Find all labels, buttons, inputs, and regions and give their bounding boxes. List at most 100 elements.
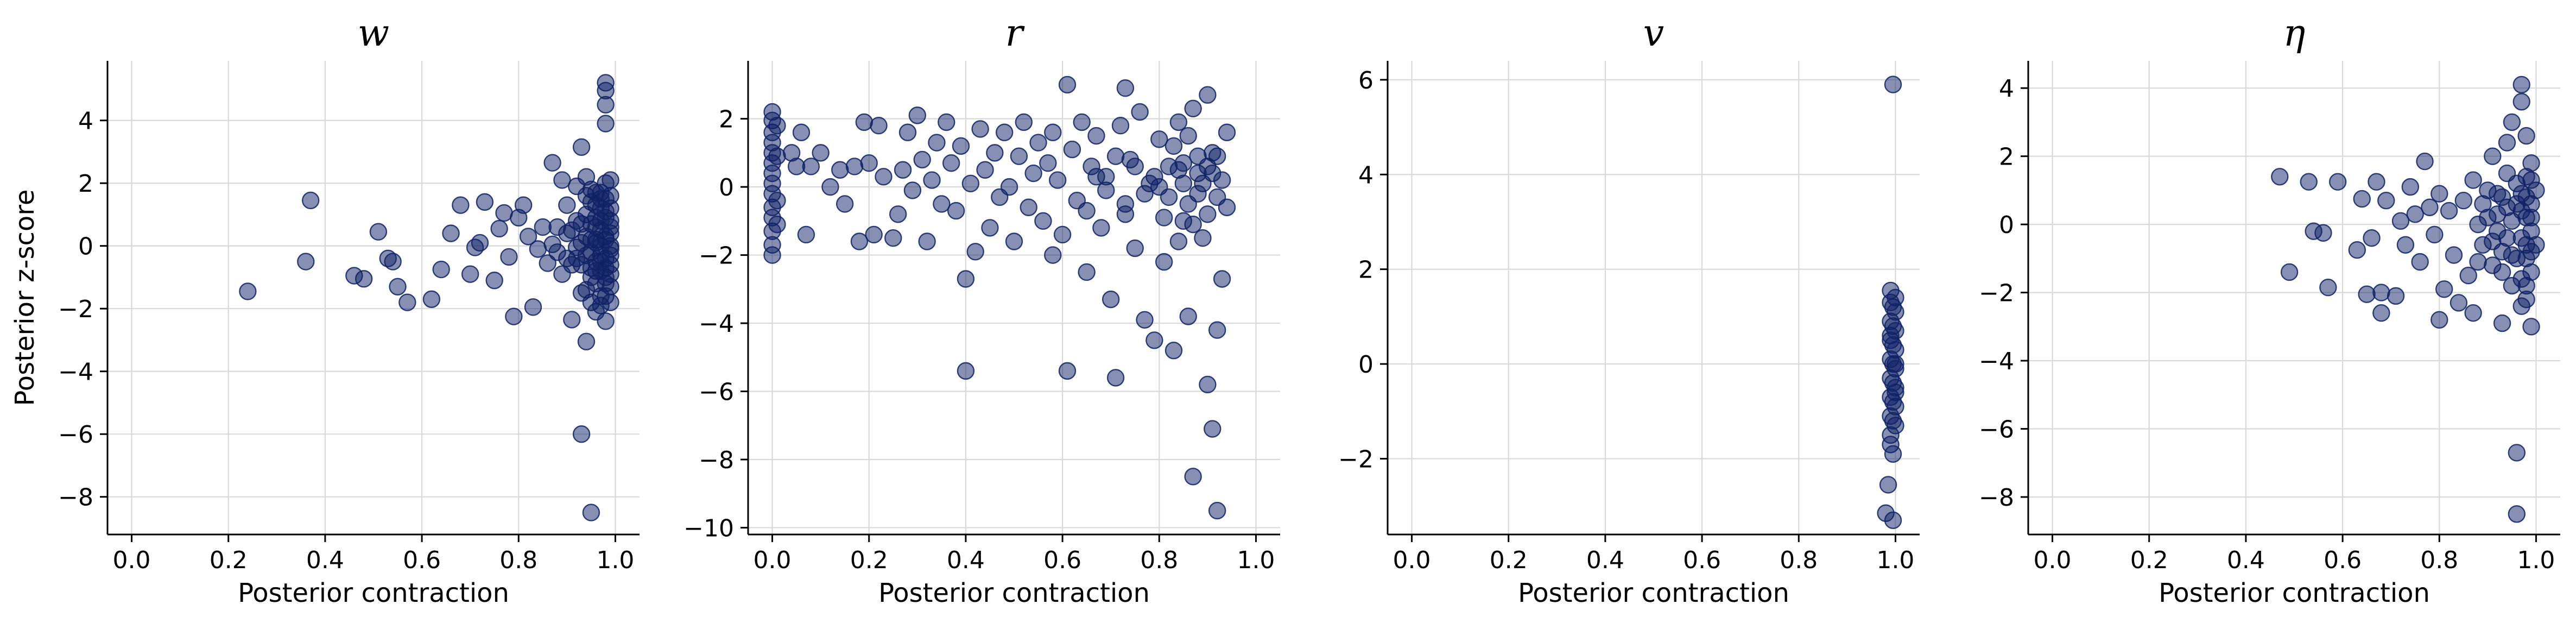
scatter-point (1884, 412, 1902, 430)
scatter-point (2401, 178, 2420, 196)
scatter-point (1053, 225, 1072, 244)
scatter-point (1073, 113, 1091, 131)
scatter-point (1024, 164, 1042, 183)
scatter-point (505, 307, 523, 325)
scatter-point (1029, 134, 1047, 152)
scatter-point (2512, 93, 2530, 111)
subplot-title: w (358, 12, 389, 55)
scatter-point (2517, 127, 2535, 145)
scatter-point (597, 287, 615, 305)
scatter-point (889, 205, 907, 223)
scatter-point (490, 219, 508, 238)
y-tick-label: −2 (699, 242, 734, 270)
scatter-point (1164, 137, 1183, 155)
y-tick-label: −2 (1979, 280, 2014, 307)
x-tick-label: 1.0 (1237, 546, 1275, 574)
x-tick-label: 0.8 (1140, 546, 1178, 574)
y-tick-label: 0 (719, 174, 734, 202)
scatter-point (845, 158, 864, 175)
scatter-point (870, 116, 888, 135)
x-tick-label: 0.0 (1393, 546, 1431, 574)
scatter-point (787, 158, 806, 175)
scatter-point (548, 218, 566, 236)
scatter-point (1199, 205, 1217, 223)
x-axis-label: Posterior contraction (2159, 578, 2430, 608)
scatter-point (898, 123, 917, 141)
y-tick-label: −8 (58, 484, 93, 512)
scatter-point (1010, 147, 1028, 165)
scatter-point (2522, 154, 2540, 172)
scatter-point (2474, 195, 2492, 213)
x-tick-label: 1.0 (596, 546, 634, 574)
scatter-point (2372, 304, 2390, 322)
scatter-point (432, 260, 450, 279)
scatter-point (2484, 232, 2502, 250)
scatter-point (1174, 154, 1193, 172)
scatter-point (524, 298, 542, 316)
scatter-point (1189, 185, 1207, 203)
scatter-point (558, 249, 576, 268)
y-tick-label: 6 (1358, 67, 1374, 95)
x-tick-label: 0.2 (1490, 546, 1528, 574)
scatter-point (1102, 290, 1120, 309)
scatter-point (2353, 190, 2371, 208)
scatter-point (2508, 444, 2526, 462)
y-tick-label: 0 (1999, 211, 2014, 239)
scatter-point (1131, 103, 1149, 121)
scatter-point (938, 113, 955, 131)
scatter-point (572, 425, 591, 443)
scatter-point (1184, 215, 1202, 234)
scatter-point (1887, 355, 1904, 373)
x-axis-label: Posterior contraction (238, 578, 509, 608)
x-axis-label: Posterior contraction (1518, 578, 1789, 608)
scatter-point (1179, 127, 1197, 145)
scatter-point (1087, 168, 1105, 186)
scatter-point (1184, 468, 1202, 486)
scatter-point (2271, 168, 2289, 186)
scatter-point (1169, 113, 1188, 131)
scatter-point (1058, 76, 1077, 94)
scatter-point (1194, 229, 1212, 247)
scatter-point (1208, 188, 1226, 206)
scatter-point (2493, 314, 2511, 332)
scatter-point (2488, 185, 2507, 203)
scatter-point (597, 115, 615, 133)
scatter-point (2450, 294, 2468, 312)
y-tick-label: −4 (58, 358, 93, 386)
scatter-point (1058, 362, 1077, 380)
scatter-point (1184, 99, 1202, 118)
x-tick-label: 0.0 (754, 546, 792, 574)
scatter-point (1884, 511, 1902, 530)
scatter-point (582, 293, 600, 311)
scatter-point (2517, 188, 2535, 206)
y-tick-label: 2 (78, 170, 93, 198)
scatter-point (384, 253, 402, 271)
scatter-point (602, 218, 619, 236)
x-tick-label: 0.4 (1586, 546, 1624, 574)
scatter-point (2508, 505, 2526, 523)
y-tick-label: −10 (683, 514, 734, 542)
scatter-point (1887, 383, 1904, 401)
scatter-point (1218, 123, 1236, 141)
scatter-point (2358, 285, 2376, 303)
scatter-point (850, 232, 869, 250)
scatter-point (2328, 173, 2347, 191)
scatter-point (2387, 287, 2405, 305)
scatter-point (966, 243, 984, 261)
scatter-point (461, 265, 479, 283)
scatter-point (1020, 198, 1037, 216)
scatter-point (2431, 185, 2448, 203)
scatter-point (1044, 123, 1062, 141)
x-tick-label: 0.6 (1043, 546, 1081, 574)
scatter-point (1078, 263, 1096, 281)
scatter-point (2503, 113, 2521, 131)
scatter-point (1034, 212, 1052, 230)
x-tick-label: 0.4 (306, 546, 344, 574)
scatter-point (763, 246, 781, 264)
y-tick-label: 0 (78, 233, 93, 261)
x-tick-label: 0.8 (1780, 546, 1818, 574)
scatter-point (812, 144, 830, 162)
scatter-point (957, 270, 975, 288)
x-tick-label: 0.2 (2130, 546, 2168, 574)
x-tick-label: 0.6 (403, 546, 441, 574)
